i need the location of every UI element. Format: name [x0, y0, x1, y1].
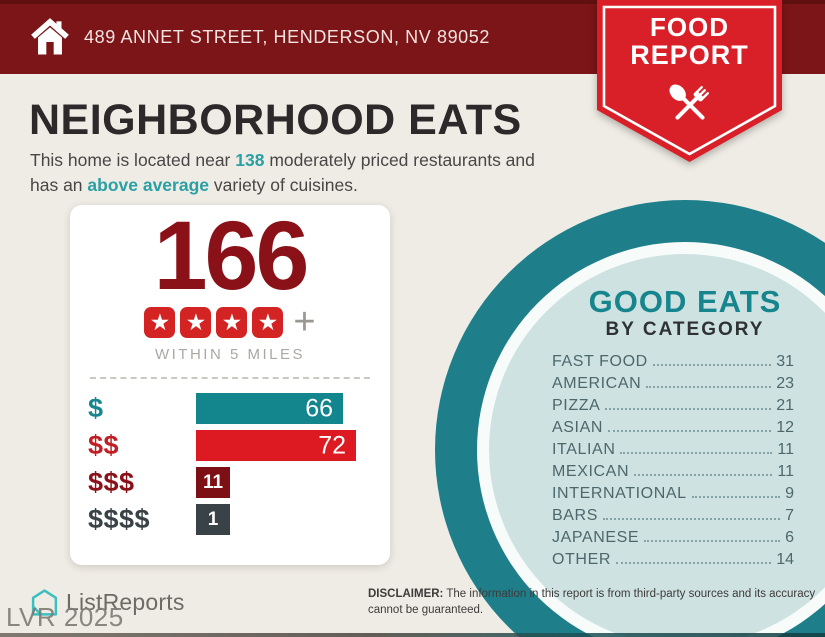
bar-value: 1 — [207, 508, 219, 530]
price-level-bar: 72 — [196, 430, 356, 461]
category-row: OTHER 14 — [552, 551, 794, 573]
bar-value: 11 — [202, 471, 224, 493]
dotted-leader — [644, 540, 781, 542]
category-label: INTERNATIONAL — [552, 485, 687, 502]
category-list: FAST FOOD 31 AMERICAN 23 PIZZA 21 ASIAN 12 ITALI… — [552, 353, 794, 573]
price-bar-chart: $66 $$ 72 $$$ 11 $$$$ 1 — [88, 390, 372, 538]
bar-value: 66 — [305, 394, 333, 422]
restaurant-count: 138 — [235, 150, 265, 170]
price-level-label: $$$$ — [88, 504, 151, 534]
price-bar-row: $$ 72 — [88, 427, 372, 464]
category-label: AMERICAN — [552, 375, 642, 392]
summary-post: variety of cuisines. — [209, 174, 358, 195]
dotted-leader — [620, 452, 773, 454]
price-bar-row: $$$ 11 — [88, 464, 372, 501]
category-label: JAPANESE — [552, 529, 640, 546]
star-icon: ★ — [252, 306, 284, 338]
bar-value: 72 — [318, 431, 346, 459]
dotted-leader — [605, 408, 772, 410]
good-eats-title: GOOD EATS — [588, 284, 782, 319]
dotted-leader — [691, 496, 781, 498]
brand-name: ListReports — [66, 589, 185, 615]
bottom-edge-strip — [0, 633, 825, 637]
category-value: 7 — [785, 507, 794, 524]
category-label: OTHER — [552, 551, 611, 568]
watermark: LVR 2025 — [6, 602, 124, 632]
summary-line2-pre: has an — [30, 174, 88, 195]
category-row: MEXICAN 11 — [552, 463, 794, 485]
category-value: 14 — [776, 551, 794, 568]
category-value: 9 — [785, 485, 794, 502]
category-row: ASIAN 12 — [552, 419, 794, 441]
property-address: 489 ANNET STREET, HENDERSON, NV 89052 — [84, 26, 491, 47]
category-row: ITALIAN 11 — [552, 441, 794, 463]
dashed-divider — [90, 377, 370, 379]
variety-highlight: above average — [87, 174, 210, 195]
dotted-leader — [652, 364, 772, 366]
summary-text: This home is located near 138 moderately… — [30, 148, 630, 198]
disclaimer: DISCLAIMER: The information in this repo… — [368, 587, 820, 619]
category-value: 11 — [777, 441, 794, 458]
dotted-leader — [608, 430, 772, 432]
summary-mid: moderately priced restaurants and — [264, 150, 535, 170]
category-row: JAPANESE 6 — [552, 529, 794, 551]
dotted-leader — [602, 518, 781, 520]
category-value: 31 — [776, 353, 794, 370]
category-value: 6 — [785, 529, 794, 546]
dotted-leader — [646, 386, 772, 388]
total-restaurants: 166 — [153, 201, 310, 310]
dotted-leader — [616, 562, 772, 564]
summary-pre: This home is located near — [30, 150, 236, 170]
category-value: 21 — [776, 397, 794, 414]
page-title: NEIGHBORHOOD EATS — [29, 96, 522, 144]
star-rating: ★ ★ ★ ★ + — [88, 301, 372, 343]
star-icon: ★ — [144, 306, 176, 338]
category-label: BARS — [552, 507, 598, 524]
category-label: MEXICAN — [552, 463, 630, 480]
price-level-bar: 11 — [196, 467, 230, 498]
category-label: FAST FOOD — [552, 353, 648, 370]
plus-sign: + — [293, 301, 316, 343]
category-label: ASIAN — [552, 419, 604, 436]
crossed-spoon-fork-icon — [668, 84, 709, 120]
category-value: 23 — [776, 375, 794, 392]
category-row: AMERICAN 23 — [552, 375, 794, 397]
price-level-label: $$$ — [88, 467, 135, 497]
star-icon: ★ — [180, 306, 212, 338]
category-value: 12 — [776, 419, 794, 436]
food-report-ribbon: FOOD REPORT — [597, 0, 782, 162]
category-row: INTERNATIONAL 9 — [552, 485, 794, 507]
category-label: PIZZA — [552, 397, 601, 414]
star-icon: ★ — [216, 306, 248, 338]
badge-title: FOOD REPORT — [630, 12, 749, 71]
price-level-bar: 66 — [196, 393, 343, 424]
price-bar-row: $$$$ 1 — [88, 501, 372, 538]
listreports-brand: ListReports — [30, 588, 185, 617]
price-level-label: $ — [88, 393, 104, 423]
dotted-leader — [634, 474, 773, 476]
category-row: PIZZA 21 — [552, 397, 794, 419]
disclaimer-label: DISCLAIMER: — [368, 588, 444, 600]
disclaimer-text: The information in this report is from t… — [368, 588, 816, 616]
radius-label: WITHIN 5 MILES — [154, 346, 305, 363]
category-label: ITALIAN — [552, 441, 616, 458]
category-row: BARS 7 — [552, 507, 794, 529]
stats-card: 166 ★ ★ ★ ★ + WITHIN 5 MILES $66 $$ 72 $$$ 11 $$$… — [70, 205, 390, 565]
house-icon — [31, 18, 69, 55]
category-row: FAST FOOD 31 — [552, 353, 794, 375]
category-value: 11 — [777, 463, 794, 480]
ribbon-shape — [597, 0, 782, 162]
price-level-label: $$ — [88, 430, 120, 460]
good-eats-subtitle: BY CATEGORY — [605, 319, 765, 340]
listreports-logo-icon — [31, 589, 58, 616]
price-level-bar: 1 — [196, 504, 230, 535]
price-bar-row: $66 — [88, 390, 372, 427]
circle-inner — [489, 254, 825, 637]
